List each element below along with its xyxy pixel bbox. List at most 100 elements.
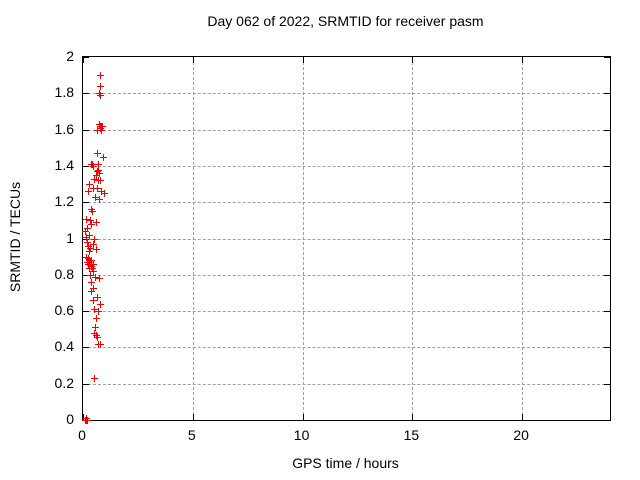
x-tick [192, 57, 194, 63]
x-tick-label: 5 [187, 427, 196, 443]
y-tick-label: 1.8 [54, 84, 74, 101]
data-point [90, 185, 97, 192]
data-point [87, 259, 94, 266]
gridline-h [83, 347, 610, 349]
x-axis-label: GPS time / hours [292, 455, 399, 471]
data-point [92, 324, 99, 331]
data-point [96, 90, 103, 97]
y-tick-label: 0.6 [54, 302, 74, 319]
data-point [93, 332, 100, 339]
y-tick [604, 311, 610, 313]
x-tick-label: 10 [293, 427, 310, 443]
data-point [83, 216, 90, 223]
y-tick-label: 0.4 [54, 338, 74, 355]
y-tick-label: 0.8 [54, 265, 74, 282]
data-point [86, 232, 93, 239]
y-tick [604, 383, 610, 385]
x-tick [412, 414, 414, 420]
data-point [83, 234, 90, 241]
y-tick [83, 165, 89, 167]
data-point [82, 228, 89, 235]
gridline-h [83, 238, 610, 240]
data-point [92, 274, 99, 281]
data-point [88, 206, 95, 213]
y-tick [83, 347, 89, 349]
data-point [89, 208, 96, 215]
y-tick [83, 129, 89, 131]
data-point [85, 261, 92, 268]
data-point [91, 236, 98, 243]
data-point [101, 190, 108, 197]
data-point [96, 170, 103, 177]
data-point [92, 194, 99, 201]
gridline-h [83, 274, 610, 276]
data-point [85, 243, 92, 250]
gridline-h [83, 93, 610, 95]
y-tick [604, 347, 610, 349]
data-point [96, 196, 103, 203]
data-point [89, 161, 96, 168]
y-tick-label: 0.2 [54, 374, 74, 391]
y-tick [83, 311, 89, 313]
data-point [84, 225, 91, 232]
data-point [91, 330, 98, 337]
y-tick [83, 202, 89, 204]
data-point [90, 241, 97, 248]
data-point [94, 127, 101, 134]
y-tick-label: 1 [66, 229, 74, 246]
data-point [84, 239, 91, 246]
data-point [91, 306, 98, 313]
y-tick-label: 1.6 [54, 120, 74, 137]
data-point [98, 188, 105, 195]
x-tick [412, 57, 414, 63]
y-tick [604, 57, 610, 58]
data-point [88, 288, 95, 295]
data-point [84, 417, 91, 424]
data-point [85, 255, 92, 262]
data-point [96, 275, 103, 282]
data-point [93, 219, 100, 226]
x-tick [83, 57, 84, 63]
data-point [88, 221, 95, 228]
data-point [86, 248, 93, 255]
data-point [100, 154, 107, 161]
x-tick [83, 414, 84, 420]
data-point [90, 163, 97, 170]
y-tick [604, 420, 610, 421]
chart-title: Day 062 of 2022, SRMTID for receiver pas… [207, 13, 484, 29]
data-point [88, 263, 95, 270]
data-point [94, 334, 101, 341]
x-tick-label: 15 [403, 427, 420, 443]
y-tick [604, 274, 610, 276]
x-tick-label: 20 [513, 427, 529, 443]
data-point [97, 177, 104, 184]
data-point [94, 168, 101, 175]
data-point [90, 268, 97, 275]
y-tick [83, 57, 89, 58]
data-point [97, 301, 104, 308]
data-point [95, 167, 102, 174]
y-tick [83, 383, 89, 385]
x-tick [522, 414, 524, 420]
data-point [94, 294, 101, 301]
gridline-h [83, 311, 610, 313]
y-tick-label: 2 [66, 48, 74, 64]
data-point [86, 181, 93, 188]
data-point [88, 257, 95, 264]
y-tick [83, 274, 89, 276]
y-tick [604, 238, 610, 240]
data-point [95, 308, 102, 315]
data-point [90, 297, 97, 304]
y-tick-label: 1.4 [54, 156, 74, 173]
y-tick [604, 165, 610, 167]
plot-area [82, 56, 611, 424]
data-point [95, 161, 102, 168]
data-point [97, 72, 104, 79]
y-tick [604, 202, 610, 204]
gridline-h [83, 129, 610, 131]
data-point [94, 185, 101, 192]
data-point [99, 123, 106, 130]
data-point [87, 245, 94, 252]
data-point [83, 254, 90, 261]
